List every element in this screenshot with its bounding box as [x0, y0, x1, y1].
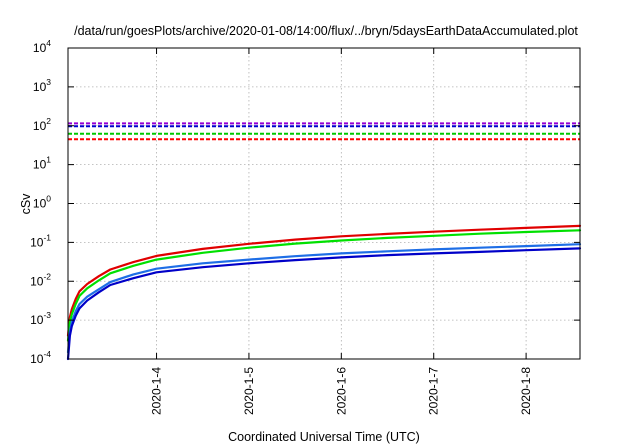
- y-tick-label: 10-2: [30, 271, 51, 288]
- y-axis-label: cSv: [19, 193, 33, 215]
- x-axis-label: Coordinated Universal Time (UTC): [228, 430, 420, 444]
- x-tick-label: 2020-1-5: [242, 367, 256, 415]
- x-tick-label: 2020-1-6: [334, 367, 348, 415]
- series-line-5: [66, 229, 582, 342]
- y-tick-label: 102: [33, 116, 51, 133]
- y-tick-label: 10-4: [30, 349, 51, 366]
- chart-title: /data/run/goesPlots/archive/2020-01-08/1…: [74, 24, 578, 38]
- y-tick-label: 101: [33, 155, 51, 172]
- x-tick-labels: 2020-1-4 2020-1-5 2020-1-6 2020-1-7 2020-1-8: [150, 367, 534, 415]
- y-tick-label: 104: [33, 38, 51, 55]
- x-tick-label: 2020-1-4: [150, 367, 164, 415]
- x-tick-label: 2020-1-8: [519, 367, 533, 415]
- y-tick-label: 103: [33, 77, 51, 94]
- series-line-7: [66, 247, 582, 361]
- series-line-4: [66, 224, 582, 337]
- x-tick-label: 2020-1-7: [427, 367, 441, 415]
- series-group: [66, 122, 582, 361]
- y-tick-label: 10-1: [30, 232, 51, 249]
- y-tick-label: 10-3: [30, 310, 51, 327]
- y-tick-labels: 10-4 10-3 10-2 10-1 100 101 102 103 104: [30, 38, 51, 366]
- y-tick-label: 100: [33, 194, 51, 211]
- ticks: [68, 47, 580, 360]
- grid: [68, 48, 580, 359]
- series-line-6: [66, 243, 582, 354]
